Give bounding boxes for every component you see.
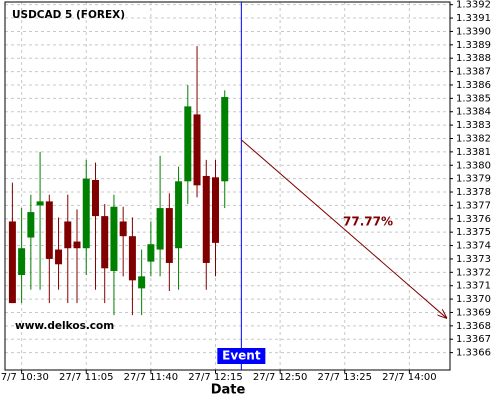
candle-body — [165, 208, 173, 263]
candle-body — [138, 276, 146, 289]
event-label: Event — [222, 349, 261, 363]
forecast-arrow — [241, 139, 446, 318]
chart-title: USDCAD 5 (FOREX) — [12, 9, 125, 21]
candle-body — [175, 181, 183, 249]
candle-body — [8, 221, 16, 304]
candle-body — [211, 177, 219, 243]
y-tick-label: 1.3368 — [456, 321, 491, 332]
y-tick-label: 1.3381 — [456, 147, 491, 158]
x-tick-label: 27/7 13:25 — [318, 372, 372, 383]
y-tick-label: 1.3376 — [456, 214, 491, 225]
candle-body — [128, 236, 136, 281]
y-tick-label: 1.3374 — [456, 241, 491, 252]
y-tick-label: 1.3392 — [456, 0, 491, 11]
candle-body — [45, 201, 53, 259]
candle-body — [91, 179, 99, 217]
y-tick-label: 1.3373 — [456, 254, 491, 265]
watermark: www.delkos.com — [15, 320, 114, 332]
candle-body — [18, 248, 26, 275]
candle-body — [27, 212, 35, 238]
candle-body — [110, 206, 118, 271]
y-tick-label: 1.3382 — [456, 133, 491, 144]
y-tick-label: 1.3390 — [456, 26, 491, 37]
candle-body — [73, 241, 81, 249]
y-tick-label: 1.3384 — [456, 107, 491, 118]
y-tick-label: 1.3372 — [456, 267, 491, 278]
x-tick-label: 27/7 14:00 — [382, 372, 436, 383]
event-label-box — [217, 348, 266, 364]
candle-body — [147, 244, 155, 262]
candle-body — [193, 114, 201, 186]
y-tick-label: 1.3366 — [456, 348, 491, 359]
plot-frame — [4, 1, 451, 371]
x-axis-label: Date — [211, 383, 246, 398]
y-tick-label: 1.3371 — [456, 281, 491, 292]
y-tick-label: 1.3386 — [456, 80, 491, 91]
candle-body — [221, 97, 229, 182]
candle-body — [64, 221, 72, 249]
forecast-label: 77.77% — [343, 215, 393, 229]
y-tick-label: 1.3389 — [456, 40, 491, 51]
candles — [8, 46, 229, 316]
x-tick-label: 27/7 11:40 — [124, 372, 178, 383]
x-tick-label: 27/7 12:50 — [253, 372, 307, 383]
x-tick-label: 27/7 11:05 — [59, 372, 113, 383]
y-tick-label: 1.3388 — [456, 53, 491, 64]
y-tick-label: 1.3380 — [456, 160, 491, 171]
candle-body — [36, 201, 44, 206]
x-tick-label: 27/7 10:30 — [0, 372, 49, 383]
candle-body — [119, 221, 127, 237]
y-tick-label: 1.3383 — [456, 120, 491, 131]
y-tick-label: 1.3378 — [456, 187, 491, 198]
y-tick-label: 1.3391 — [456, 13, 491, 24]
candle-body — [202, 175, 210, 263]
candle-body — [156, 208, 164, 250]
y-tick-label: 1.3377 — [456, 200, 491, 211]
candle-body — [184, 106, 192, 182]
candle-body — [55, 249, 63, 265]
grid — [5, 2, 450, 370]
candle-body — [101, 216, 109, 269]
x-tick-label: 27/7 12:15 — [188, 372, 242, 383]
y-tick-label: 1.3387 — [456, 67, 491, 78]
y-tick-label: 1.3385 — [456, 93, 491, 104]
y-tick-label: 1.3375 — [456, 227, 491, 238]
candle-body — [82, 178, 90, 249]
y-tick-label: 1.3369 — [456, 307, 491, 318]
y-tick-label: 1.3370 — [456, 294, 491, 305]
y-tick-label: 1.3367 — [456, 334, 491, 345]
y-tick-label: 1.3379 — [456, 174, 491, 185]
